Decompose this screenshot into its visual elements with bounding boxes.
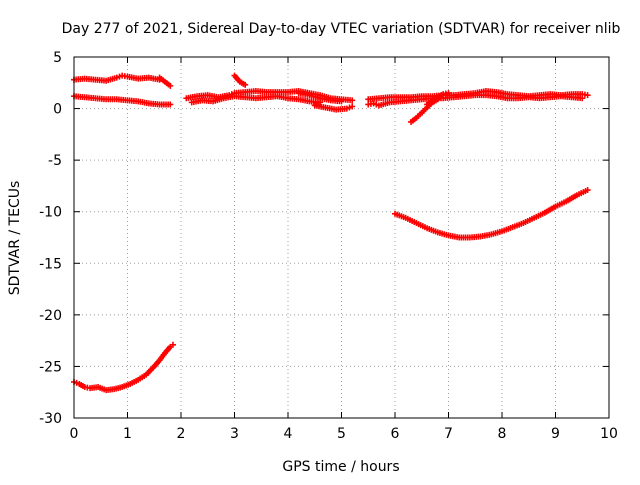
y-tick-label: 0: [53, 102, 62, 118]
series-arc-2: [392, 187, 591, 241]
x-tick-label: 2: [177, 426, 186, 442]
x-tick-label: 6: [391, 426, 400, 442]
series-arc-4: [71, 93, 174, 108]
x-tick-label: 1: [123, 426, 132, 442]
data-point: [169, 341, 176, 348]
series-arc-10: [295, 90, 345, 105]
x-tick-label: 0: [70, 426, 79, 442]
chart-title: Day 277 of 2021, Sidereal Day-to-day VTE…: [62, 21, 621, 37]
series-arc-5: [156, 74, 174, 89]
x-tick-label: 10: [600, 426, 618, 442]
plot-frame: [73, 56, 610, 419]
data-point: [242, 81, 249, 88]
data-point: [167, 82, 174, 89]
data-point: [584, 92, 591, 99]
grid: [74, 57, 609, 418]
series-arc-14: [424, 90, 452, 108]
x-tick-label: 3: [230, 426, 239, 442]
series-arc-8: [231, 72, 249, 88]
series-arc-7: [188, 93, 324, 106]
series-arc-1: [71, 341, 176, 394]
data-point: [349, 97, 356, 104]
x-tick-label: 5: [337, 426, 346, 442]
data-point: [338, 98, 345, 105]
y-tick-label: -30: [39, 411, 62, 427]
data-point: [167, 101, 174, 108]
x-tick-label: 7: [444, 426, 453, 442]
series-arc-3: [71, 72, 163, 84]
y-tick-label: -20: [39, 308, 62, 324]
data-point: [584, 187, 591, 194]
y-tick-label: -10: [39, 205, 62, 221]
data-point: [445, 90, 452, 97]
y-tick-label: -5: [48, 153, 62, 169]
y-tick-label: 5: [53, 50, 62, 66]
y-tick-label: -25: [39, 359, 62, 375]
y-axis-label: SDTVAR / TECUs: [7, 181, 23, 296]
y-tick-label: -15: [39, 256, 62, 272]
axis-ticks: 0 1 2 3 4 5 6 7 8 9 10 -30 -25 -20 -15 -10 -5 0 5: [39, 50, 618, 442]
x-tick-label: 8: [498, 426, 507, 442]
x-tick-label: 9: [551, 426, 560, 442]
x-tick-label: 4: [284, 426, 293, 442]
data-point: [579, 95, 586, 102]
x-axis-label: GPS time / hours: [282, 459, 399, 475]
series-arc-9: [311, 102, 356, 113]
data-marks: [71, 72, 591, 394]
series-arc-12: [365, 92, 586, 109]
data-point: [349, 103, 356, 110]
